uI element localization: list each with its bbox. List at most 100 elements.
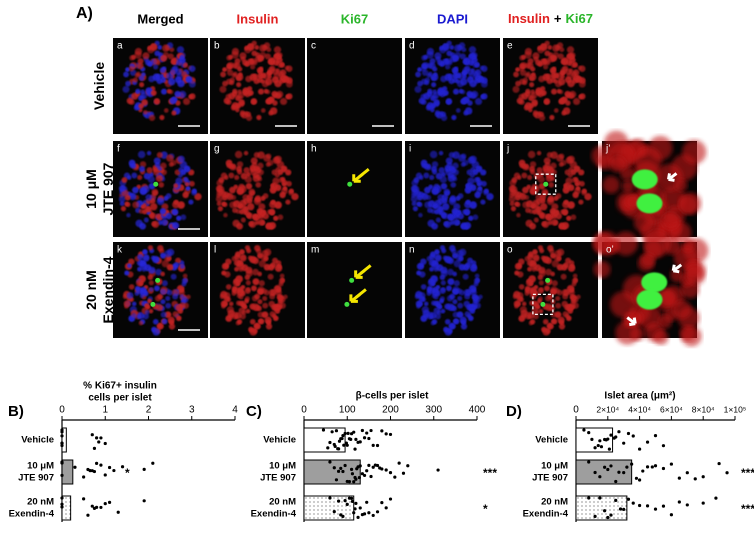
- point: [685, 503, 689, 507]
- point: [343, 431, 347, 436]
- cell: [424, 186, 431, 194]
- point: [82, 497, 86, 501]
- cell: [550, 271, 556, 277]
- point: [388, 432, 393, 437]
- point: [341, 434, 345, 438]
- y-tick-label: Exendin-4: [523, 509, 569, 520]
- cell: [172, 293, 179, 300]
- cell: [154, 285, 160, 292]
- cell: [572, 62, 578, 68]
- cell: [681, 139, 707, 165]
- cell: [178, 56, 186, 64]
- cell: [561, 208, 569, 216]
- column-header: DAPI: [437, 11, 468, 26]
- point: [380, 500, 384, 505]
- point: [358, 440, 362, 444]
- cell: [139, 293, 145, 299]
- cell: [526, 62, 534, 70]
- cell: [573, 177, 579, 183]
- cell: [572, 97, 581, 106]
- cell: [270, 199, 276, 205]
- point: [337, 447, 341, 451]
- cell: [251, 285, 257, 292]
- cell: [171, 221, 180, 230]
- point: [365, 431, 369, 435]
- cell: [242, 59, 249, 66]
- cell: [157, 244, 164, 252]
- cell: [459, 316, 467, 324]
- point: [638, 447, 642, 451]
- cell: [547, 244, 554, 252]
- point: [380, 467, 384, 471]
- cell: [538, 114, 546, 121]
- cell: [454, 44, 462, 52]
- cell: [139, 161, 147, 168]
- cell: [458, 263, 466, 271]
- point: [388, 497, 393, 501]
- cell: [146, 167, 153, 174]
- cell: [222, 67, 227, 72]
- point: [436, 468, 440, 472]
- cell: [262, 302, 269, 309]
- y-tick-label: 20 nM: [541, 497, 568, 508]
- cell: [264, 53, 271, 60]
- cell: [281, 181, 287, 187]
- cell: [255, 182, 262, 188]
- point: [350, 472, 355, 476]
- cell: [278, 71, 285, 78]
- cell: [474, 273, 480, 279]
- cell: [232, 279, 241, 287]
- point: [360, 428, 364, 433]
- cell: [525, 279, 534, 287]
- cell: [448, 151, 455, 159]
- cell: [143, 217, 149, 223]
- cell: [229, 186, 236, 194]
- cell: [516, 97, 524, 105]
- cell: [556, 263, 564, 271]
- cell: [528, 95, 534, 102]
- cell: [236, 187, 245, 196]
- cell: [560, 59, 567, 65]
- cell: [245, 182, 253, 190]
- cell: [428, 287, 435, 295]
- cell: [513, 300, 521, 308]
- cell: [480, 65, 488, 73]
- cell: [219, 85, 227, 93]
- cell: [440, 280, 446, 286]
- cell: [249, 169, 257, 176]
- point: [630, 462, 634, 466]
- cell: [152, 318, 159, 325]
- cell: [471, 263, 477, 269]
- cell: [291, 193, 299, 201]
- x-tick-label: 4×10⁴: [628, 404, 651, 414]
- cell: [168, 89, 174, 95]
- cell: [250, 98, 258, 105]
- cell: [519, 163, 525, 169]
- cell: [557, 53, 564, 60]
- cell: [557, 316, 565, 324]
- cell: [551, 318, 558, 325]
- cell: [429, 312, 437, 320]
- point: [142, 467, 146, 471]
- cell: [557, 248, 565, 256]
- point: [645, 465, 650, 469]
- cell: [241, 303, 247, 309]
- cell: [159, 67, 166, 74]
- cell: [412, 206, 419, 212]
- cell: [138, 75, 145, 81]
- cell: [416, 194, 423, 201]
- chart-label: D): [506, 403, 522, 420]
- point: [609, 433, 613, 437]
- cell: [149, 202, 158, 211]
- point: [587, 460, 591, 464]
- cell: [570, 214, 577, 221]
- point: [343, 463, 347, 468]
- cell: [286, 180, 292, 187]
- cell: [440, 182, 448, 190]
- point: [717, 461, 721, 466]
- cell: [672, 299, 692, 319]
- cell: [605, 239, 620, 254]
- cell: [431, 293, 437, 299]
- cell: [537, 245, 544, 251]
- point: [352, 511, 356, 515]
